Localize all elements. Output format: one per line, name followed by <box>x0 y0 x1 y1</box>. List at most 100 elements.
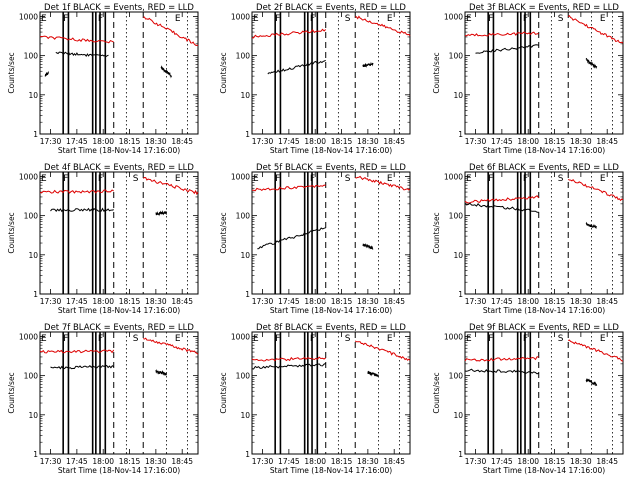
region-label: F <box>98 14 103 24</box>
region-label: F <box>488 14 493 24</box>
x-tick-label: 17:45 <box>491 457 513 466</box>
y-tick-label: 10 <box>28 91 38 100</box>
lld-series-line <box>568 339 624 362</box>
region-label: S <box>558 174 564 184</box>
x-tick-label: 18:00 <box>92 297 114 306</box>
region-label: E <box>253 334 259 344</box>
y-tick-label: 1000 <box>19 172 38 181</box>
x-tick-label: 18:15 <box>331 137 353 146</box>
lld-series-line <box>355 15 411 37</box>
x-tick-label: 18:45 <box>171 137 193 146</box>
x-tick-label: 18:15 <box>331 297 353 306</box>
region-label: F <box>523 14 528 24</box>
y-axis-label: Counts/sec <box>7 372 16 413</box>
region-label: F <box>523 334 528 344</box>
events-series-line <box>155 210 167 217</box>
y-tick-label: 100 <box>236 212 251 221</box>
region-label: E <box>41 334 47 344</box>
lld-series-line <box>39 189 114 194</box>
x-axis-label: Start Time (18-Nov-14 17:16:00) <box>483 306 605 315</box>
y-tick-label: 1000 <box>231 332 250 341</box>
y-tick-label: 10 <box>28 251 38 260</box>
y-tick-label: 1000 <box>444 332 463 341</box>
x-tick-label: 18:15 <box>544 137 566 146</box>
y-tick-label: 10 <box>28 411 38 420</box>
region-label: F <box>98 334 103 344</box>
x-tick-label: 18:15 <box>119 297 141 306</box>
plot-frame <box>251 11 411 135</box>
events-series-line <box>251 363 326 370</box>
region-label: F <box>63 334 68 344</box>
x-tick-label: 18:30 <box>145 137 167 146</box>
events-series-line <box>464 202 539 213</box>
y-tick-label: 1 <box>33 130 38 139</box>
region-label: F <box>63 174 68 184</box>
y-tick-label: 10 <box>453 91 463 100</box>
region-label: E <box>387 174 393 184</box>
x-tick-label: 18:45 <box>596 457 618 466</box>
region-label: S <box>558 14 564 24</box>
x-tick-label: 18:30 <box>357 297 379 306</box>
x-tick-label: 18:30 <box>357 457 379 466</box>
region-label: E <box>253 174 259 184</box>
x-tick-label: 18:45 <box>383 137 405 146</box>
x-axis-label: Start Time (18-Nov-14 17:16:00) <box>270 466 392 475</box>
x-tick-label: 18:30 <box>145 297 167 306</box>
region-label: F <box>275 174 280 184</box>
x-tick-label: 18:30 <box>145 457 167 466</box>
events-series-line <box>55 51 109 58</box>
x-tick-label: 18:45 <box>383 297 405 306</box>
region-label: S <box>345 14 351 24</box>
region-label: S <box>345 174 351 184</box>
x-tick-label: 18:15 <box>331 457 353 466</box>
events-series-line <box>464 368 539 375</box>
panel-9: Det 9f BLACK = Events, RED = LLD 1 10 100 10… <box>432 323 624 475</box>
x-tick-label: 17:45 <box>278 457 300 466</box>
y-tick-label: 100 <box>449 372 464 381</box>
region-label: F <box>310 334 315 344</box>
lld-series-line <box>143 16 199 47</box>
lld-series-line <box>464 195 540 204</box>
x-tick-label: 18:00 <box>517 457 539 466</box>
panel-title: Det 5f BLACK = Events, RED = LLD <box>256 163 406 173</box>
panel-title: Det 3f BLACK = Events, RED = LLD <box>469 3 619 13</box>
x-tick-label: 17:30 <box>40 457 62 466</box>
x-tick-label: 17:30 <box>465 137 487 146</box>
panel-5: Det 5f BLACK = Events, RED = LLD 1 10 100 10… <box>219 163 411 315</box>
plot-frame <box>39 11 199 135</box>
y-tick-label: 100 <box>449 212 464 221</box>
region-label: E <box>466 14 472 24</box>
x-axis-label: Start Time (18-Nov-14 17:16:00) <box>58 146 180 155</box>
region-label: E <box>253 14 259 24</box>
y-tick-label: 10 <box>240 251 250 260</box>
events-series-line <box>44 70 49 77</box>
panel-1: Det 1f BLACK = Events, RED = LLD 1 10 100 10… <box>7 3 199 155</box>
y-axis-label: Counts/sec <box>7 52 16 93</box>
events-series-line <box>475 44 539 54</box>
y-tick-label: 100 <box>24 212 39 221</box>
region-label: F <box>310 14 315 24</box>
region-label: E <box>175 14 181 24</box>
x-tick-label: 18:45 <box>596 137 618 146</box>
region-label: E <box>466 174 472 184</box>
panel-3: Det 3f BLACK = Events, RED = LLD 1 10 100 10… <box>432 3 624 155</box>
x-tick-label: 17:45 <box>66 457 88 466</box>
x-tick-label: 18:15 <box>544 297 566 306</box>
y-tick-label: 1000 <box>444 12 463 21</box>
panel-title: Det 8f BLACK = Events, RED = LLD <box>256 323 406 333</box>
y-tick-label: 1000 <box>231 12 250 21</box>
lld-series-line <box>251 28 327 39</box>
panel-8: Det 8f BLACK = Events, RED = LLD 1 10 100 10… <box>219 323 411 475</box>
events-series-line <box>585 57 598 70</box>
region-label: E <box>387 334 393 344</box>
x-tick-label: 18:15 <box>119 137 141 146</box>
lld-series-line <box>39 349 115 354</box>
y-tick-label: 10 <box>453 251 463 260</box>
y-tick-label: 1 <box>458 290 463 299</box>
x-tick-label: 18:30 <box>570 457 592 466</box>
y-tick-label: 100 <box>449 52 464 61</box>
x-tick-label: 18:45 <box>383 457 405 466</box>
lld-series-line <box>251 184 326 192</box>
x-tick-label: 17:30 <box>465 297 487 306</box>
x-tick-label: 18:00 <box>517 137 539 146</box>
